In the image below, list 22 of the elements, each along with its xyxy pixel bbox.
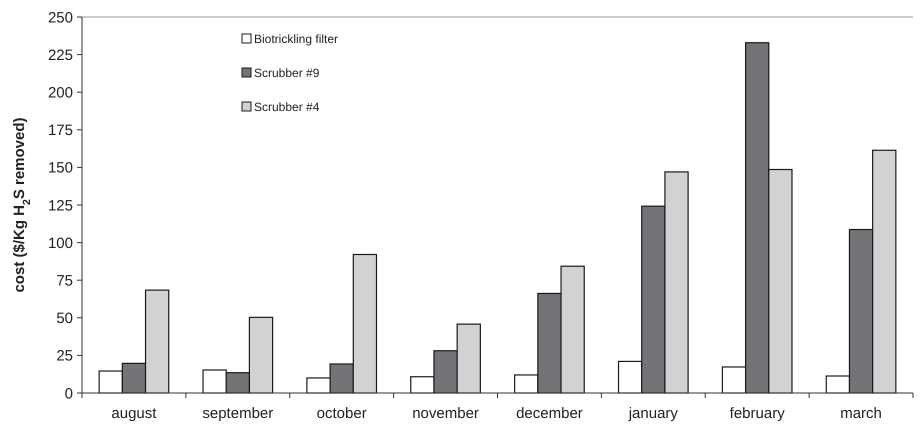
y-tick-label: 125 [48, 197, 73, 214]
y-tick-label: 0 [64, 385, 73, 402]
x-tick-label: november [412, 405, 479, 422]
y-tick-label: 50 [56, 310, 73, 328]
x-tick-label: march [840, 405, 882, 422]
y-tick-label: 25 [56, 348, 73, 365]
x-tick-label: september [202, 405, 274, 422]
y-tick-label: 175 [48, 122, 73, 140]
x-tick-label: february [730, 405, 786, 422]
y-tick-label: 100 [48, 234, 73, 252]
x-tick-label: august [111, 405, 158, 422]
legend-label: Scrubber #4 [254, 100, 320, 114]
legend-label: Scrubber #9 [254, 66, 320, 80]
y-tick-label: 75 [56, 272, 73, 290]
legend-label: Biotrickling filter [254, 32, 338, 46]
y-tick-label: 225 [48, 46, 73, 64]
x-tick-label: october [316, 405, 367, 422]
x-tick-label: december [516, 405, 583, 422]
x-tick-label: january [628, 405, 678, 422]
y-tick-label: 150 [48, 160, 73, 177]
y-tick-label: 200 [48, 84, 73, 102]
y-tick-label: 250 [48, 9, 73, 26]
